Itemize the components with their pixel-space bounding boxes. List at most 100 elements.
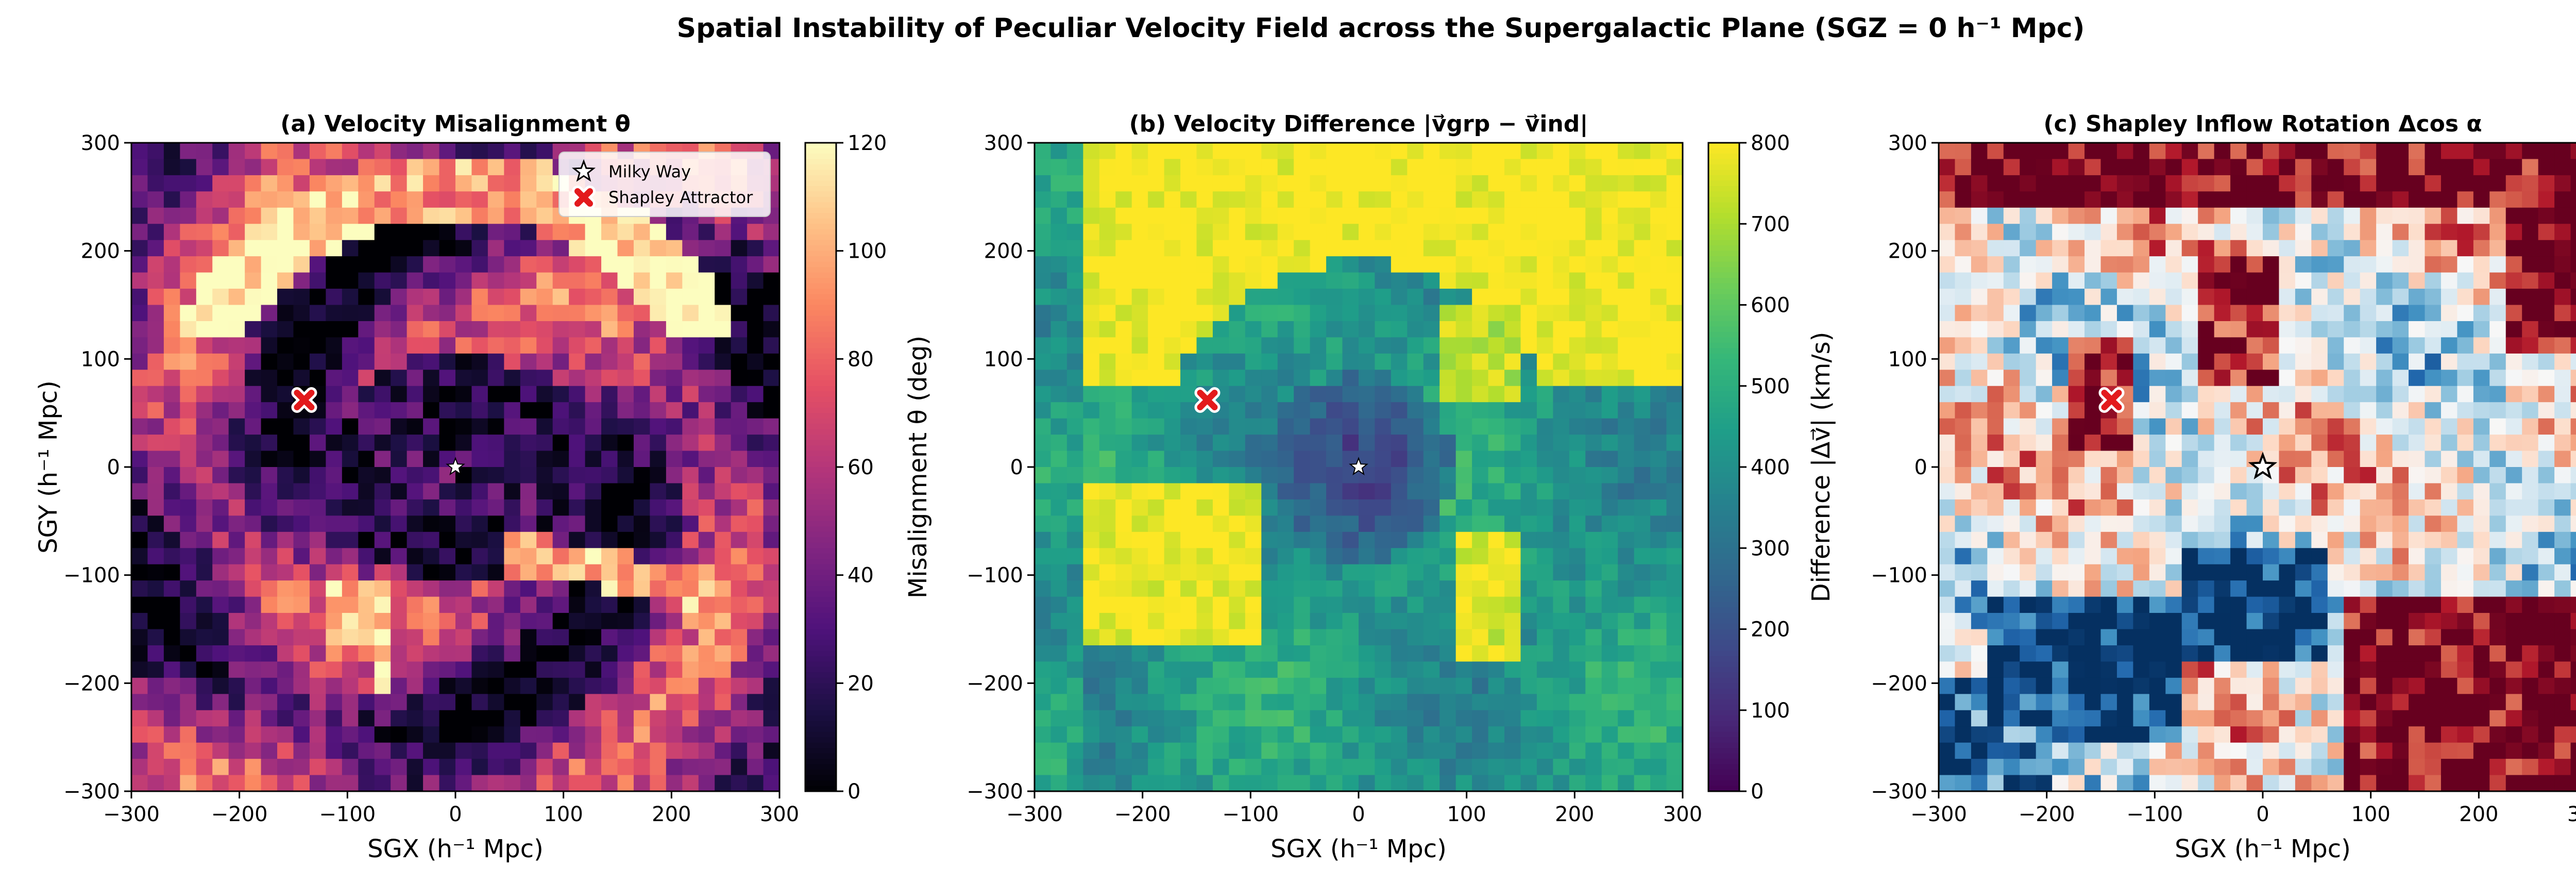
heatmap-cell	[1326, 240, 1343, 257]
colorbar-band	[805, 245, 836, 252]
heatmap-cell	[585, 613, 602, 630]
heatmap-cell	[1618, 402, 1635, 419]
heatmap-cell	[1115, 305, 1132, 322]
heatmap-cell	[2230, 256, 2247, 273]
heatmap-cell	[1488, 256, 1505, 273]
heatmap-cell	[423, 726, 440, 743]
colorbar-band	[1708, 613, 1739, 619]
heatmap-cell	[180, 337, 197, 354]
heatmap-cell	[1391, 742, 1408, 759]
heatmap-cell	[455, 321, 472, 338]
x-tick-label: −300	[103, 803, 160, 826]
heatmap-cell	[698, 629, 715, 646]
heatmap-cell	[1650, 289, 1667, 306]
heatmap-cell	[147, 483, 164, 500]
colorbar-tick-label: 500	[1751, 375, 1790, 398]
heatmap-cell	[1423, 580, 1440, 597]
heatmap-cell	[1553, 272, 1570, 289]
heatmap-cell	[731, 256, 748, 273]
heatmap-cell	[2036, 775, 2053, 792]
heatmap-cell	[1666, 289, 1683, 306]
heatmap-cell	[2149, 175, 2166, 192]
heatmap-cell	[1553, 613, 1570, 630]
heatmap-cell	[552, 694, 569, 711]
heatmap-cell	[2084, 483, 2102, 500]
heatmap-cell	[2457, 661, 2474, 678]
heatmap-cell	[131, 272, 148, 289]
heatmap-cell	[471, 272, 488, 289]
heatmap-cell	[2084, 677, 2102, 694]
heatmap-cell	[2165, 191, 2182, 208]
heatmap-cell	[1277, 726, 1294, 743]
heatmap-cell	[1342, 370, 1359, 387]
colorbar-band	[805, 596, 836, 603]
heatmap-cell	[1439, 418, 1456, 435]
heatmap-cell	[228, 240, 245, 257]
heatmap-cell	[358, 564, 375, 581]
heatmap-cell	[1618, 240, 1635, 257]
heatmap-cell	[2360, 418, 2377, 435]
heatmap-cell	[2279, 759, 2296, 776]
heatmap-cell	[1245, 531, 1262, 548]
heatmap-cell	[633, 467, 650, 484]
heatmap-cell	[666, 435, 683, 452]
colorbar-band	[1708, 553, 1739, 560]
heatmap-cell	[245, 224, 262, 241]
heatmap-cell	[731, 483, 748, 500]
heatmap-cell	[1083, 451, 1100, 468]
heatmap-cell	[131, 483, 148, 500]
heatmap-cell	[196, 224, 213, 241]
heatmap-cell	[2165, 613, 2182, 630]
heatmap-cell	[1439, 402, 1456, 419]
heatmap-cell	[1666, 694, 1683, 711]
heatmap-cell	[2360, 207, 2377, 224]
heatmap-cell	[731, 467, 748, 484]
heatmap-cell	[2246, 629, 2263, 646]
heatmap-cell	[423, 353, 440, 370]
heatmap-cell	[1569, 677, 1586, 694]
heatmap-cell	[2279, 645, 2296, 662]
heatmap-cell	[293, 467, 310, 484]
colorbar-band	[805, 294, 836, 300]
heatmap-cell	[439, 645, 456, 662]
heatmap-cell	[2425, 645, 2442, 662]
heatmap-cell	[2376, 321, 2393, 338]
heatmap-cell	[2505, 710, 2522, 727]
heatmap-cell	[2295, 726, 2312, 743]
heatmap-cell	[2116, 159, 2133, 176]
heatmap-cell	[326, 256, 343, 273]
heatmap-cell	[1504, 321, 1521, 338]
heatmap-cell	[536, 272, 553, 289]
heatmap-cell	[1666, 596, 1683, 613]
heatmap-cell	[601, 759, 618, 776]
heatmap-cell	[2505, 289, 2522, 306]
heatmap-cell	[1391, 386, 1408, 403]
heatmap-cell	[1391, 580, 1408, 597]
heatmap-cell	[2214, 467, 2231, 484]
heatmap-cell	[1148, 710, 1165, 727]
heatmap-cell	[131, 759, 148, 776]
heatmap-cell	[1504, 353, 1521, 370]
colorbar-band	[1708, 289, 1739, 295]
heatmap-cell	[2100, 418, 2117, 435]
heatmap-cell	[698, 661, 715, 678]
heatmap-cell	[2344, 548, 2361, 565]
heatmap-cell	[212, 175, 229, 192]
heatmap-cell	[212, 677, 229, 694]
heatmap-cell	[1180, 742, 1197, 759]
heatmap-cell	[2133, 483, 2150, 500]
heatmap-cell	[1277, 759, 1294, 776]
heatmap-cell	[1618, 661, 1635, 678]
heatmap-cell	[326, 240, 343, 257]
heatmap-cell	[1504, 483, 1521, 500]
heatmap-cell	[1650, 710, 1667, 727]
heatmap-cell	[1294, 645, 1311, 662]
heatmap-cell	[569, 240, 586, 257]
heatmap-cell	[2052, 175, 2069, 192]
heatmap-cell	[1569, 726, 1586, 743]
heatmap-cell	[358, 775, 375, 792]
heatmap-cell	[391, 694, 408, 711]
heatmap-cell	[601, 645, 618, 662]
colorbar-band	[805, 224, 836, 230]
heatmap-cell	[2295, 483, 2312, 500]
